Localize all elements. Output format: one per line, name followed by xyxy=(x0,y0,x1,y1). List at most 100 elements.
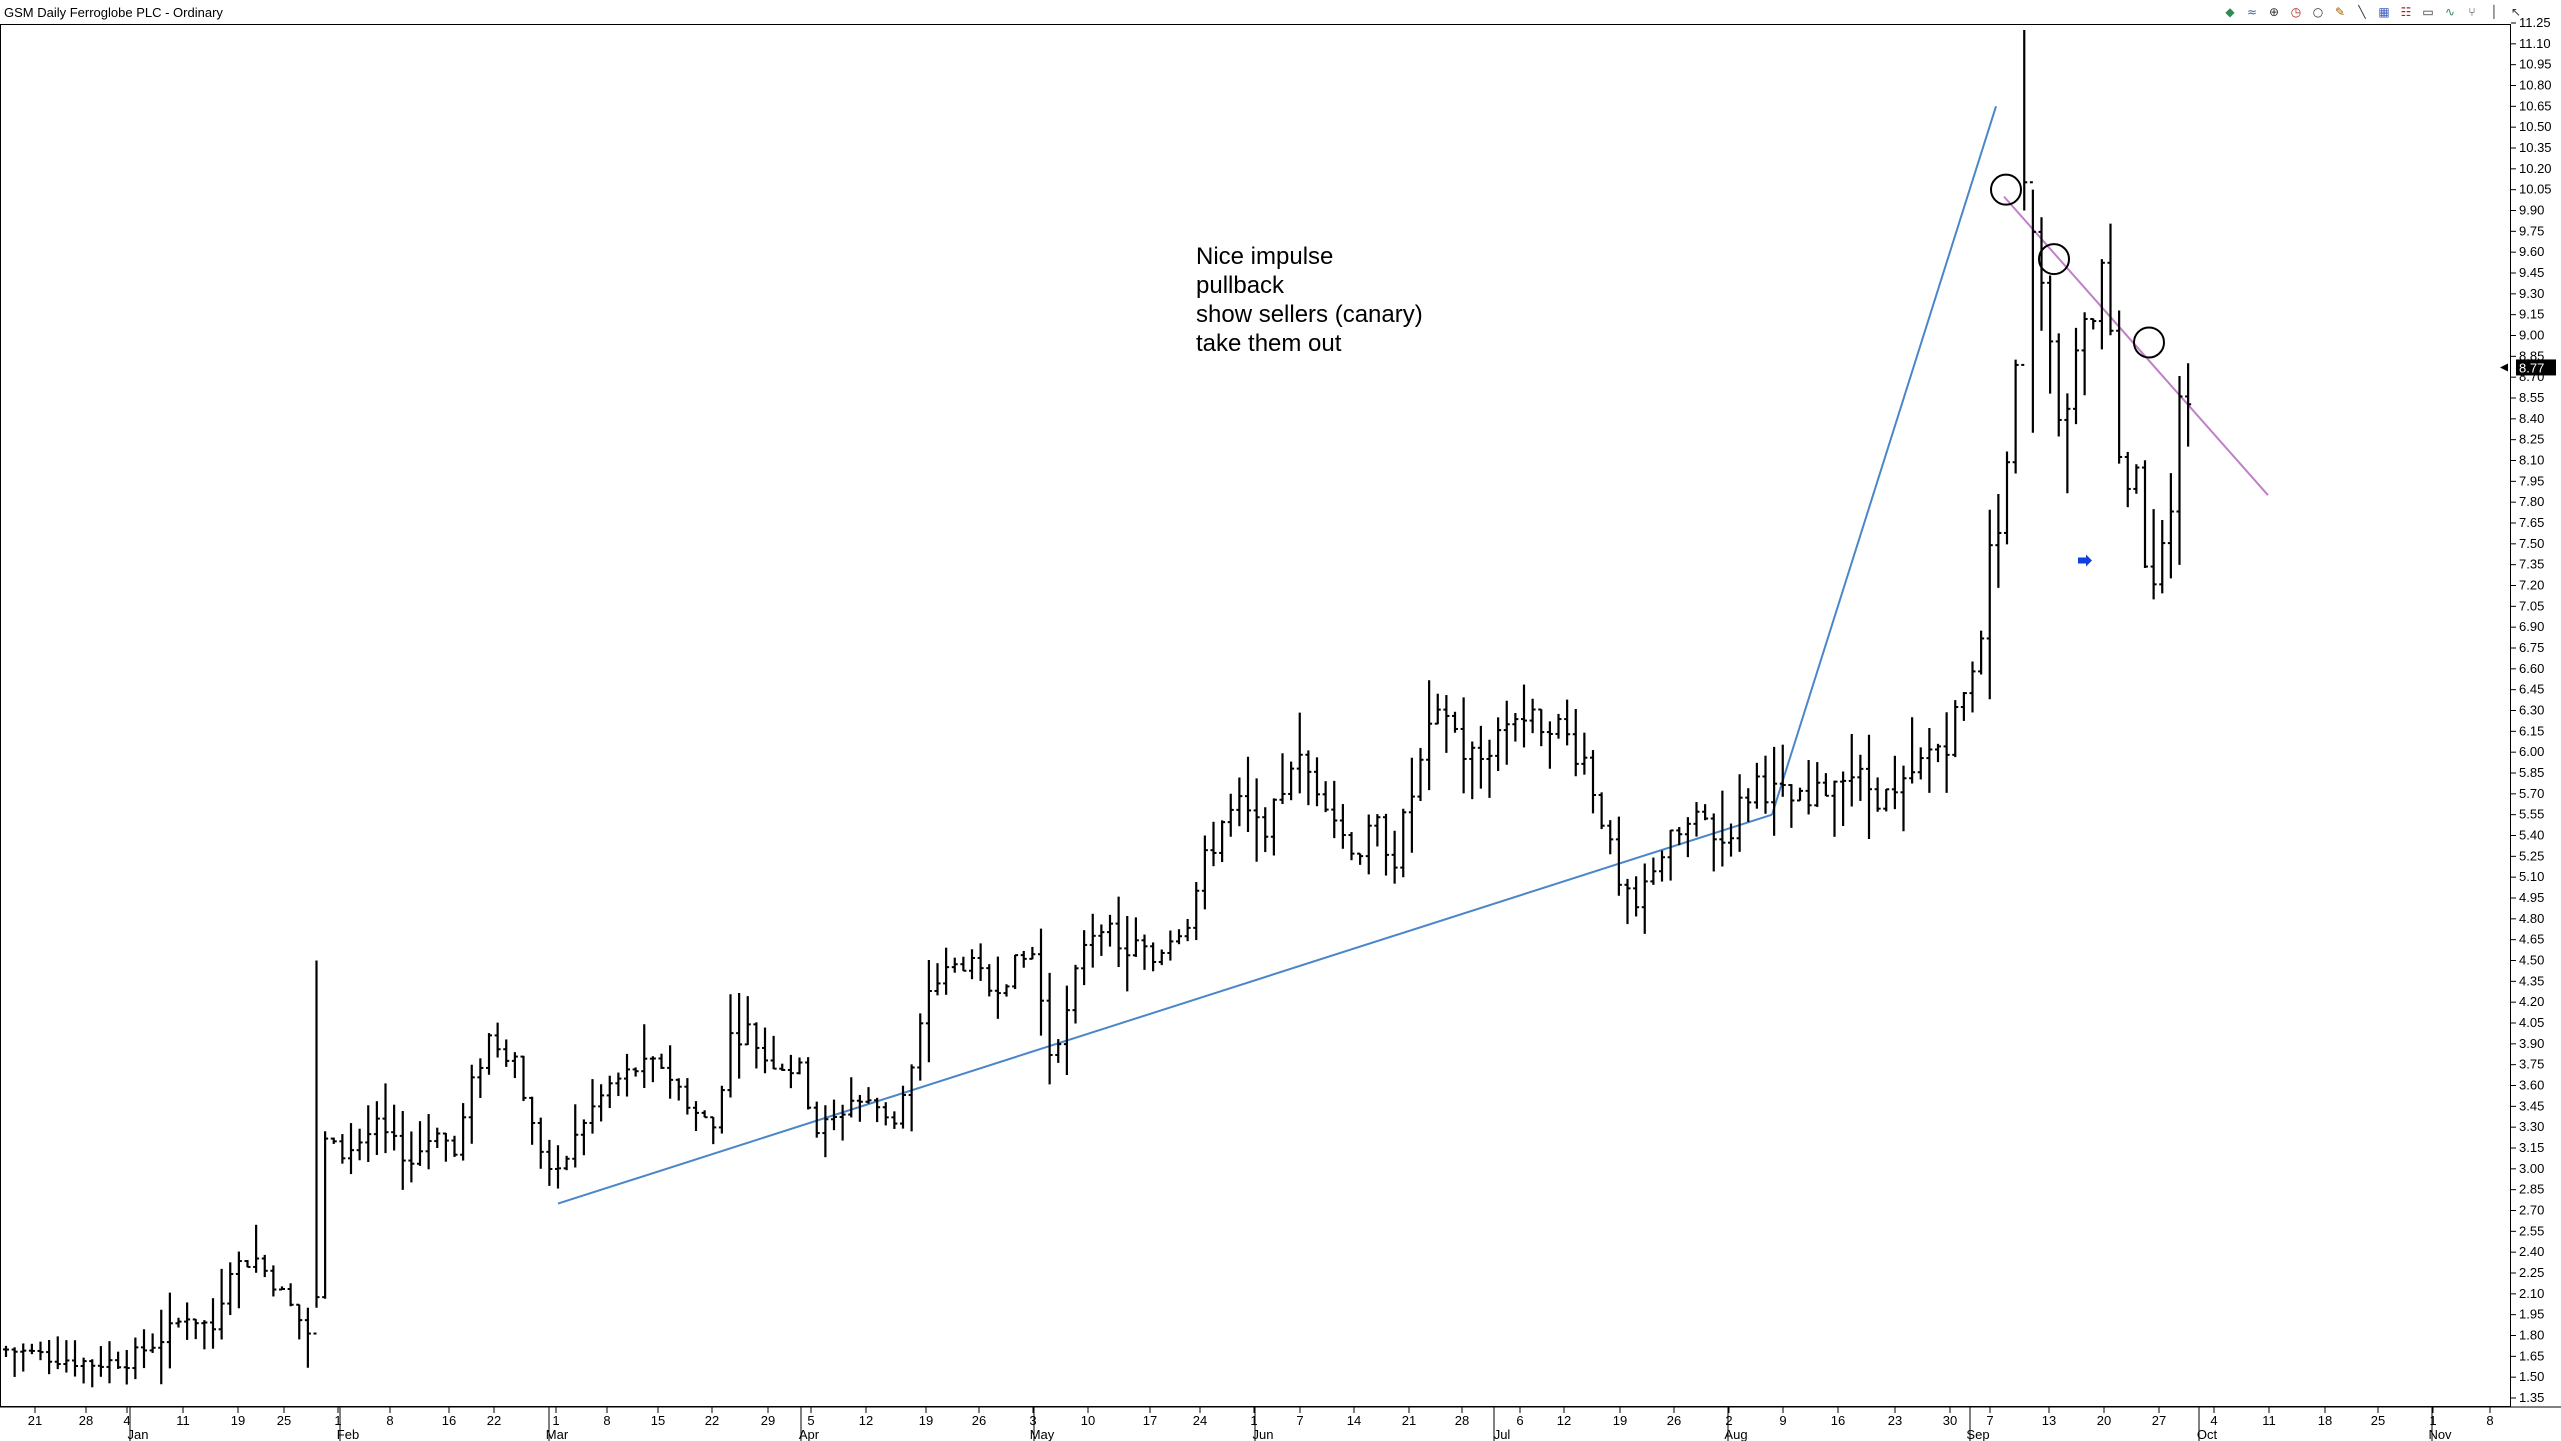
price-bar xyxy=(727,994,734,1098)
price-bar xyxy=(1814,762,1821,807)
price-bar xyxy=(322,1131,329,1299)
x-tick-label: 29 xyxy=(761,1413,775,1428)
y-tick-label: 1.95 xyxy=(2519,1307,2544,1322)
y-tick-label: 8.25 xyxy=(2519,432,2544,447)
x-tick-label: 8 xyxy=(2486,1413,2493,1428)
price-bar xyxy=(822,1105,829,1158)
y-tick-label: 2.40 xyxy=(2519,1244,2544,1259)
price-bar xyxy=(1831,780,1838,837)
price-bar xyxy=(1331,780,1338,839)
price-bar xyxy=(348,1123,354,1175)
signal-icon[interactable]: ≈ xyxy=(2246,5,2258,19)
price-bar xyxy=(2064,393,2071,494)
date-axis[interactable]: 21 28 4 11 19 25 1 8 16 22 1 8 15 22 29 5 12 19 26 3 10 17 24 1… xyxy=(28,1407,2494,1441)
last-price-label: 8.77 xyxy=(2519,360,2544,375)
y-tick-label: 1.65 xyxy=(2519,1348,2544,1363)
x-tick-label: 22 xyxy=(487,1413,501,1428)
price-bar xyxy=(1935,743,1941,763)
y-tick-label: 3.15 xyxy=(2519,1140,2544,1155)
y-tick-label: 3.45 xyxy=(2519,1098,2544,1113)
price-bar xyxy=(701,1110,708,1119)
price-bar xyxy=(399,1110,406,1190)
price-bar xyxy=(46,1340,53,1375)
price-bar xyxy=(874,1097,881,1123)
price-bar xyxy=(141,1329,147,1369)
price-bar xyxy=(1745,788,1752,823)
y-tick-label: 4.35 xyxy=(2519,973,2544,988)
price-bar xyxy=(658,1053,665,1069)
price-bar xyxy=(1469,741,1476,800)
circle-tool-icon[interactable]: ○ xyxy=(2312,5,2324,19)
x-tick-label: 4 xyxy=(2210,1413,2217,1428)
x-tick-label: 26 xyxy=(1667,1413,1681,1428)
y-tick-label: 10.20 xyxy=(2519,161,2552,176)
x-tick-label: 12 xyxy=(859,1413,873,1428)
price-bar xyxy=(1443,695,1450,753)
y-tick-label: 6.15 xyxy=(2519,723,2544,738)
price-bar xyxy=(417,1121,423,1166)
price-bar xyxy=(1762,755,1769,814)
price-bar xyxy=(1374,814,1381,847)
price-bar xyxy=(1357,852,1364,865)
price-bar xyxy=(184,1302,191,1340)
y-tick-label: 11.10 xyxy=(2519,36,2551,51)
price-bar xyxy=(1158,949,1165,966)
y-tick-label: 2.85 xyxy=(2519,1182,2544,1197)
price-bar xyxy=(1227,793,1234,837)
x-tick-label: 7 xyxy=(1986,1413,1993,1428)
line-tool-icon[interactable]: ╲ xyxy=(2358,5,2366,19)
rectangle-tool-icon[interactable]: ▭ xyxy=(2422,5,2434,19)
y-tick-label: 8.10 xyxy=(2519,453,2544,468)
price-bar xyxy=(1176,929,1182,945)
vertical-line-icon[interactable]: │ xyxy=(2490,5,2498,19)
y-tick-label: 5.40 xyxy=(2519,828,2544,843)
price-bar xyxy=(1978,630,1985,675)
palette-icon[interactable]: ◆ xyxy=(2225,5,2235,19)
month-label: Jul xyxy=(1494,1427,1511,1441)
x-tick-label: 7 xyxy=(1296,1413,1303,1428)
y-tick-label: 7.65 xyxy=(2519,515,2544,530)
y-tick-label: 2.10 xyxy=(2519,1286,2544,1301)
lower-high-circle xyxy=(2133,326,2165,359)
price-bar xyxy=(1848,733,1855,807)
price-bar xyxy=(3,1345,9,1358)
x-tick-label: 10 xyxy=(1081,1413,1095,1428)
price-bar xyxy=(1098,924,1105,956)
crosshair-icon[interactable]: ⊕ xyxy=(2268,5,2280,19)
price-bar xyxy=(296,1303,303,1340)
last-price-tag xyxy=(2516,359,2556,376)
price-bar xyxy=(951,957,958,973)
arrow-marker xyxy=(2078,554,2092,567)
price-bar xyxy=(270,1265,277,1297)
price-bar xyxy=(261,1254,268,1278)
price-bar xyxy=(520,1055,527,1102)
price-bar xyxy=(494,1022,501,1058)
cursor-icon[interactable]: ↖ xyxy=(2510,5,2522,19)
grid-icon[interactable]: ▦ xyxy=(2378,5,2390,19)
wave-icon[interactable]: ∿ xyxy=(2444,5,2456,19)
chart-title: GSM Daily Ferroglobe PLC - Ordinary xyxy=(4,4,223,20)
price-bar xyxy=(2021,29,2028,366)
y-tick-label: 6.30 xyxy=(2519,703,2544,718)
note-line-4: take them out xyxy=(1196,330,1342,357)
clock-icon[interactable]: ◷ xyxy=(2290,5,2302,19)
price-bar xyxy=(2047,275,2054,394)
price-bar xyxy=(1296,712,1303,794)
pencil-icon[interactable]: ✎ xyxy=(2334,5,2346,19)
price-bar xyxy=(555,1145,561,1189)
price-bar xyxy=(753,1022,760,1069)
price-axis[interactable]: 11.25 11.10 10.95 10.80 10.65 10.50 10.35 10.20… xyxy=(2500,15,2556,1405)
price-bar xyxy=(1245,756,1251,833)
note-line-2: pullback xyxy=(1196,272,1285,299)
price-bar xyxy=(123,1349,130,1385)
price-bar xyxy=(1012,954,1019,990)
price-bar xyxy=(2124,451,2131,508)
text-tool-icon[interactable]: ☷ xyxy=(2400,5,2412,19)
y-tick-label: 4.20 xyxy=(2519,994,2544,1009)
y-tick-label: 6.45 xyxy=(2519,682,2544,697)
price-bar xyxy=(796,1057,803,1075)
fork-icon[interactable]: ⑂ xyxy=(2468,5,2476,19)
price-bar xyxy=(770,1035,777,1070)
x-tick-label: 6 xyxy=(1516,1413,1523,1428)
